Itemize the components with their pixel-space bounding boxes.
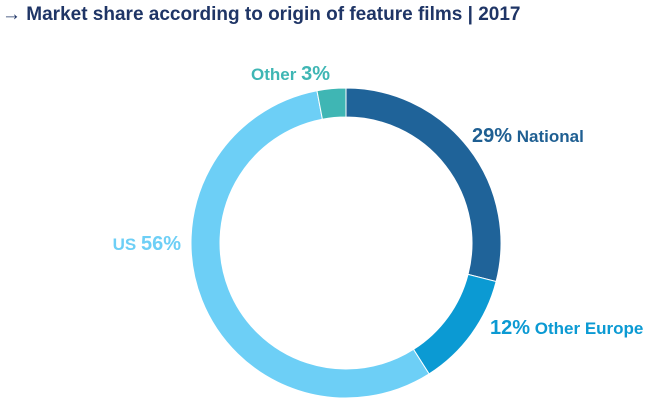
slice-label-other-europe: 12% Other Europe xyxy=(490,317,643,339)
slice-label-us: US 56% xyxy=(113,233,182,255)
slice-us xyxy=(191,91,429,398)
slice-label-national: 29% National xyxy=(472,125,584,147)
slice-label-other: Other 3% xyxy=(251,63,330,85)
slice-national xyxy=(346,88,501,282)
slice-percent: 29% xyxy=(472,125,512,147)
slice-percent: 12% xyxy=(490,317,530,339)
slice-category: US xyxy=(113,235,141,254)
slice-category: National xyxy=(512,127,584,146)
slice-percent: 3% xyxy=(301,63,330,85)
slice-other xyxy=(317,88,346,119)
slice-category: Other xyxy=(251,65,301,84)
donut-slices xyxy=(191,88,501,398)
slice-category: Other Europe xyxy=(530,319,643,338)
slice-other-europe xyxy=(414,274,497,374)
slice-percent: 56% xyxy=(141,233,181,255)
